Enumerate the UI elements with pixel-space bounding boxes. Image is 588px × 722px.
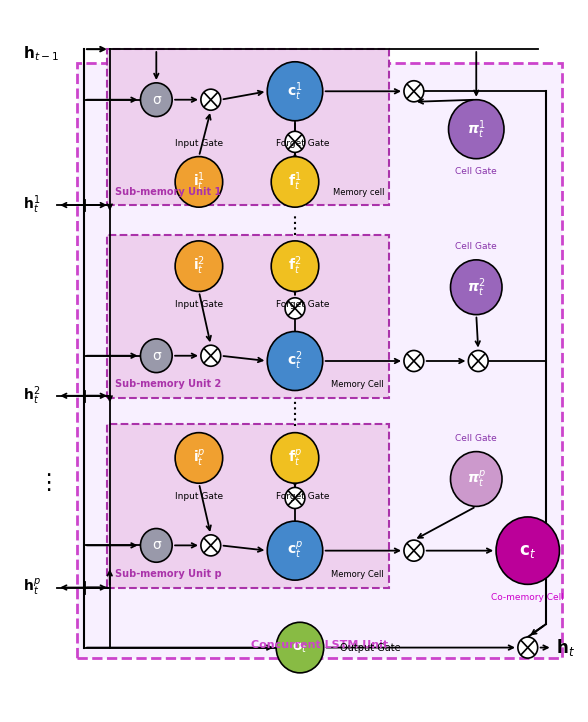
Text: $\mathbf{i}_t^p$: $\mathbf{i}_t^p$ (193, 448, 205, 469)
Text: Memory cell: Memory cell (333, 188, 384, 196)
Text: $\mathbf{c}_t^2$: $\mathbf{c}_t^2$ (287, 349, 303, 373)
Text: $\mathbf{o}_t$: $\mathbf{o}_t$ (292, 640, 308, 655)
Text: $\mathbf{c}_t^p$: $\mathbf{c}_t^p$ (287, 540, 303, 561)
Circle shape (268, 521, 323, 580)
Circle shape (404, 81, 424, 102)
FancyBboxPatch shape (107, 49, 389, 205)
Circle shape (271, 157, 319, 207)
Circle shape (450, 451, 502, 506)
Circle shape (404, 540, 424, 561)
Text: $\mathbf{i}_t^2$: $\mathbf{i}_t^2$ (193, 255, 205, 277)
Text: $\mathbf{c}_t$: $\mathbf{c}_t$ (519, 542, 536, 560)
Text: $\vdots$: $\vdots$ (37, 471, 52, 493)
Text: Forget Gate: Forget Gate (276, 139, 330, 148)
Text: Input Gate: Input Gate (175, 300, 223, 309)
Circle shape (449, 100, 504, 159)
Text: Cell Gate: Cell Gate (455, 167, 497, 176)
Circle shape (175, 157, 223, 207)
Text: Input Gate: Input Gate (175, 492, 223, 500)
Circle shape (268, 331, 323, 391)
Text: Sub-memory Unit p: Sub-memory Unit p (115, 569, 221, 579)
Text: Concurrent LSTM Unit: Concurrent LSTM Unit (251, 640, 388, 651)
Text: $\mathbf{h}_t^p$: $\mathbf{h}_t^p$ (22, 577, 41, 598)
Circle shape (175, 432, 223, 483)
Circle shape (271, 241, 319, 292)
Circle shape (450, 260, 502, 315)
Circle shape (175, 241, 223, 292)
Circle shape (285, 131, 305, 152)
FancyBboxPatch shape (107, 235, 389, 398)
Circle shape (141, 339, 172, 373)
Circle shape (468, 350, 488, 372)
Text: $\mathbf{i}_t^1$: $\mathbf{i}_t^1$ (193, 170, 205, 193)
Text: $\mathbf{h}_t^2$: $\mathbf{h}_t^2$ (22, 385, 40, 407)
Circle shape (201, 345, 220, 366)
Text: Input Gate: Input Gate (175, 139, 223, 148)
Circle shape (285, 487, 305, 508)
Text: Memory Cell: Memory Cell (332, 570, 384, 579)
Text: $\mathbf{h}_t$: $\mathbf{h}_t$ (556, 637, 574, 658)
Text: Memory Cell: Memory Cell (332, 380, 384, 389)
Circle shape (496, 517, 559, 584)
Text: $\mathbf{f}_t^2$: $\mathbf{f}_t^2$ (288, 255, 302, 277)
Circle shape (285, 297, 305, 319)
Text: $\boldsymbol{\pi}_t^p$: $\boldsymbol{\pi}_t^p$ (467, 469, 486, 490)
Circle shape (201, 535, 220, 556)
Text: $\mathbf{f}_t^1$: $\mathbf{f}_t^1$ (288, 170, 302, 193)
Circle shape (201, 90, 220, 110)
Text: σ: σ (152, 539, 161, 552)
Circle shape (141, 529, 172, 562)
Text: σ: σ (152, 92, 161, 107)
Text: Sub-memory Unit 1: Sub-memory Unit 1 (115, 187, 221, 196)
Text: Cell Gate: Cell Gate (455, 243, 497, 251)
Text: $\mathbf{c}_t^1$: $\mathbf{c}_t^1$ (287, 80, 303, 103)
FancyBboxPatch shape (77, 63, 563, 658)
Text: Forget Gate: Forget Gate (276, 492, 330, 500)
Text: σ: σ (152, 349, 161, 362)
Circle shape (276, 622, 324, 673)
Text: Cell Gate: Cell Gate (455, 434, 497, 443)
Text: $\mathbf{h}_t^1$: $\mathbf{h}_t^1$ (22, 193, 40, 217)
Circle shape (271, 432, 319, 483)
Text: $\boldsymbol{\pi}_t^1$: $\boldsymbol{\pi}_t^1$ (467, 118, 486, 141)
Text: $\boldsymbol{\pi}_t^2$: $\boldsymbol{\pi}_t^2$ (467, 276, 486, 299)
Circle shape (404, 350, 424, 372)
Text: Co-memory Cell: Co-memory Cell (492, 593, 564, 602)
Circle shape (141, 83, 172, 116)
Text: Forget Gate: Forget Gate (276, 300, 330, 309)
Circle shape (268, 62, 323, 121)
Circle shape (518, 637, 537, 658)
Text: Sub-memory Unit 2: Sub-memory Unit 2 (115, 380, 221, 389)
Text: $\mathbf{f}_t^p$: $\mathbf{f}_t^p$ (288, 448, 302, 469)
Text: Output Gate: Output Gate (339, 643, 400, 653)
Text: $\mathbf{h}_{t-1}$: $\mathbf{h}_{t-1}$ (22, 44, 59, 63)
FancyBboxPatch shape (107, 425, 389, 588)
